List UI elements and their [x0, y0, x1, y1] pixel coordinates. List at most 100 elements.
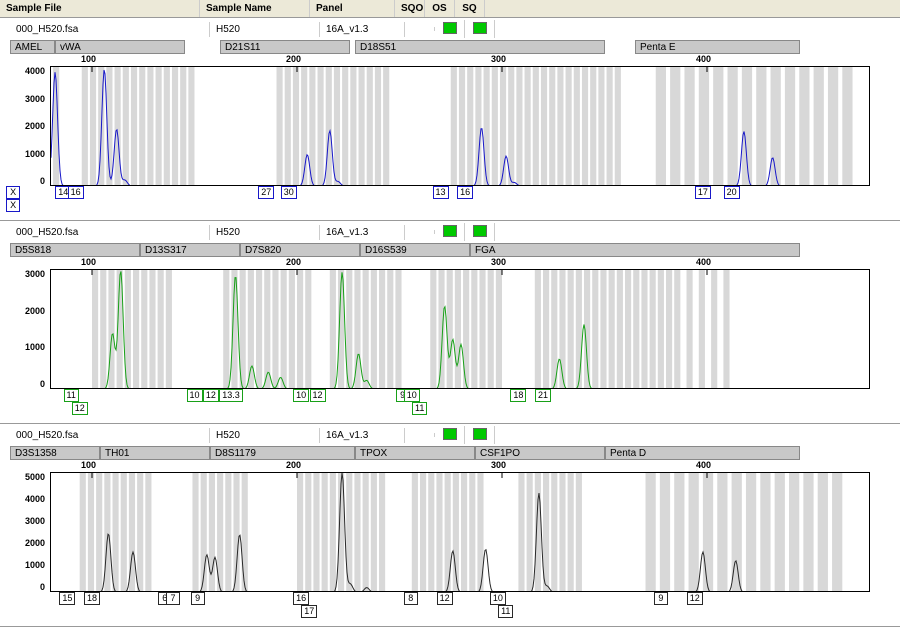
allele-call[interactable]: 7	[166, 592, 180, 605]
allele-call[interactable]: 10	[490, 592, 506, 605]
y-tick-label: 2000	[10, 121, 45, 131]
locus-label[interactable]: D7S820	[240, 243, 360, 257]
y-tick-label: 0	[10, 379, 45, 389]
electropherogram-panel: 000_H520.fsa H520 16A_v1.3 AMELvWA D21S11…	[0, 18, 900, 221]
y-tick-label: 1000	[10, 149, 45, 159]
allele-call[interactable]: 27	[258, 186, 274, 199]
y-tick-label: 2000	[10, 306, 45, 316]
sample-file[interactable]: 000_H520.fsa	[10, 225, 210, 240]
col-panel[interactable]: Panel	[310, 0, 395, 17]
locus-label[interactable]: D5S818	[10, 243, 140, 257]
os-status[interactable]	[435, 426, 465, 445]
y-tick-label: 4000	[10, 66, 45, 76]
locus-label[interactable]: Penta D	[605, 446, 800, 460]
y-tick-label: 3000	[10, 516, 45, 526]
sq-status[interactable]	[465, 20, 495, 39]
y-tick-label: 0	[10, 582, 45, 592]
allele-call[interactable]: 10	[404, 389, 420, 402]
sqo-status	[405, 230, 435, 234]
col-sqo[interactable]: SQO	[395, 0, 425, 17]
allele-call[interactable]: 9	[191, 592, 205, 605]
allele-call[interactable]: 15	[59, 592, 75, 605]
allele-call[interactable]: 18	[84, 592, 100, 605]
allele-call[interactable]: 11	[64, 389, 79, 402]
header-row: Sample File Sample Name Panel SQO OS SQ	[0, 0, 900, 18]
col-sample-file[interactable]: Sample File	[0, 0, 200, 17]
allele-call[interactable]: 30	[281, 186, 297, 199]
x-tick-label: 400	[696, 54, 711, 64]
locus-label[interactable]: FGA	[470, 243, 800, 257]
locus-label[interactable]: CSF1PO	[475, 446, 605, 460]
allele-call[interactable]: 10	[293, 389, 309, 402]
os-status[interactable]	[435, 223, 465, 242]
electropherogram-chart[interactable]	[50, 66, 870, 186]
sample-file[interactable]: 000_H520.fsa	[10, 22, 210, 37]
allele-call[interactable]: 11	[412, 402, 427, 415]
y-tick-label: 0	[10, 176, 45, 186]
allele-call[interactable]: 13	[433, 186, 449, 199]
allele-call[interactable]: 18	[510, 389, 526, 402]
allele-call[interactable]: X	[6, 186, 20, 199]
x-tick-label: 400	[696, 257, 711, 267]
y-tick-label: 3000	[10, 269, 45, 279]
allele-call[interactable]: X	[6, 199, 20, 212]
allele-call[interactable]: 16	[68, 186, 84, 199]
sample-name[interactable]: H520	[210, 225, 320, 240]
allele-call[interactable]: 10	[187, 389, 203, 402]
sample-file[interactable]: 000_H520.fsa	[10, 428, 210, 443]
allele-call[interactable]: 12	[310, 389, 326, 402]
locus-label[interactable]: vWA	[55, 40, 185, 54]
x-tick-label: 100	[81, 54, 96, 64]
y-tick-label: 1000	[10, 342, 45, 352]
locus-label[interactable]: TPOX	[355, 446, 475, 460]
allele-call[interactable]: 9	[654, 592, 668, 605]
col-sample-name[interactable]: Sample Name	[200, 0, 310, 17]
allele-call[interactable]: 17	[695, 186, 711, 199]
locus-label[interactable]: D21S11	[220, 40, 350, 54]
panel-name[interactable]: 16A_v1.3	[320, 22, 405, 37]
x-tick-label: 300	[491, 257, 506, 267]
y-tick-label: 1000	[10, 560, 45, 570]
locus-label[interactable]: D8S1179	[210, 446, 355, 460]
x-tick-label: 200	[286, 257, 301, 267]
locus-label[interactable]: D13S317	[140, 243, 240, 257]
locus-label[interactable]: AMEL	[10, 40, 55, 54]
allele-call[interactable]: 17	[301, 605, 317, 618]
panel-name[interactable]: 16A_v1.3	[320, 225, 405, 240]
y-tick-label: 4000	[10, 494, 45, 504]
allele-call[interactable]: 13.3	[219, 389, 243, 402]
allele-call[interactable]: 11	[498, 605, 513, 618]
allele-call[interactable]: 16	[457, 186, 473, 199]
locus-label[interactable]: TH01	[100, 446, 210, 460]
sqo-status	[405, 433, 435, 437]
allele-call[interactable]: 12	[687, 592, 703, 605]
y-tick-label: 3000	[10, 94, 45, 104]
locus-label[interactable]: Penta E	[635, 40, 800, 54]
allele-call[interactable]: 8	[404, 592, 418, 605]
x-tick-label: 300	[491, 460, 506, 470]
locus-label[interactable]: D3S1358	[10, 446, 100, 460]
electropherogram-chart[interactable]	[50, 269, 870, 389]
sqo-status	[405, 27, 435, 31]
y-tick-label: 2000	[10, 538, 45, 548]
electropherogram-chart[interactable]	[50, 472, 870, 592]
sq-status[interactable]	[465, 223, 495, 242]
allele-call[interactable]: 20	[724, 186, 740, 199]
allele-call[interactable]: 12	[72, 402, 88, 415]
locus-label[interactable]: D18S51	[355, 40, 605, 54]
allele-call[interactable]: 21	[535, 389, 551, 402]
electropherogram-panel: 000_H520.fsa H520 16A_v1.3 D5S818D13S317…	[0, 221, 900, 424]
allele-call[interactable]: 12	[203, 389, 219, 402]
col-os[interactable]: OS	[425, 0, 455, 17]
x-tick-label: 100	[81, 460, 96, 470]
col-sq[interactable]: SQ	[455, 0, 485, 17]
sample-name[interactable]: H520	[210, 428, 320, 443]
locus-label[interactable]: D16S539	[360, 243, 470, 257]
os-status[interactable]	[435, 20, 465, 39]
allele-call[interactable]: 12	[437, 592, 453, 605]
sample-name[interactable]: H520	[210, 22, 320, 37]
x-tick-label: 200	[286, 460, 301, 470]
sq-status[interactable]	[465, 426, 495, 445]
panel-name[interactable]: 16A_v1.3	[320, 428, 405, 443]
allele-call[interactable]: 16	[293, 592, 309, 605]
